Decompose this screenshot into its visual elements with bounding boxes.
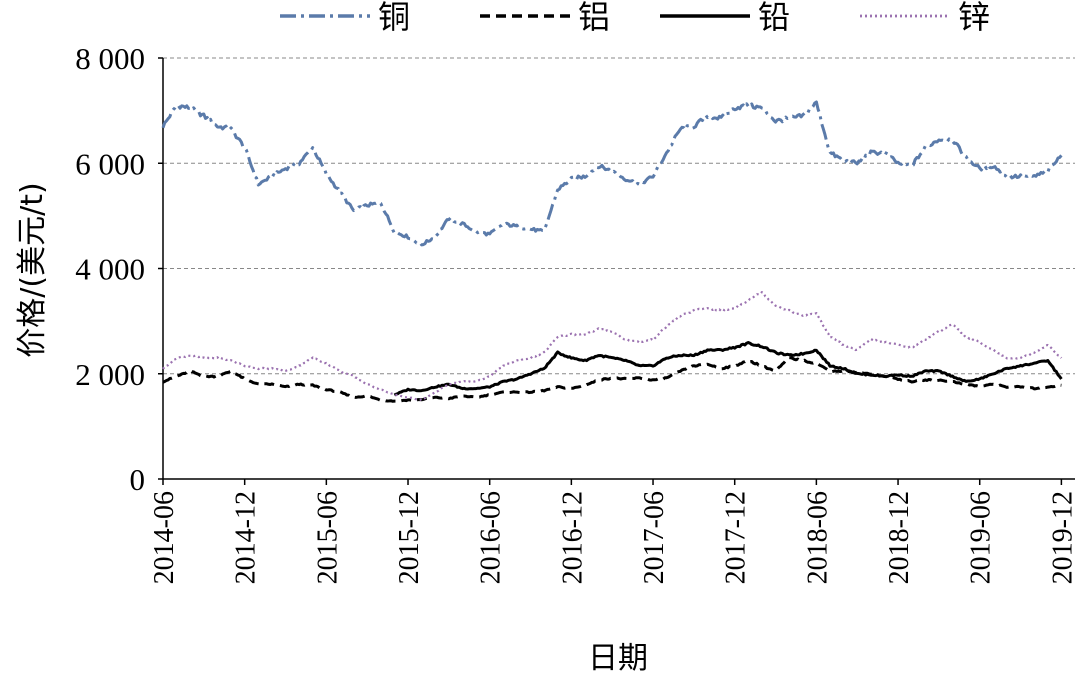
x-tick-label: 2017-06 xyxy=(639,491,670,584)
series-line-1 xyxy=(162,356,1062,403)
legend-label-2: 铅 xyxy=(758,0,790,36)
x-tick-label: 2018-06 xyxy=(802,491,833,584)
x-tick-label: 2019-06 xyxy=(966,491,997,584)
y-axis-label: 价格/(美元/t) xyxy=(15,182,50,357)
series-layer xyxy=(161,100,1063,403)
legend-label-3: 锌 xyxy=(958,0,990,36)
x-tick-label: 2016-12 xyxy=(557,491,588,584)
x-tick-label: 2015-06 xyxy=(312,491,343,584)
y-tick-label: 6 000 xyxy=(75,146,145,181)
y-tick-label: 0 xyxy=(130,462,146,497)
x-tick-label: 2017-12 xyxy=(721,491,752,584)
x-tick-label: 2014-06 xyxy=(149,491,180,584)
x-tick-label: 2019-12 xyxy=(1047,491,1078,584)
legend-label-0: 铜 xyxy=(378,0,410,36)
x-tick-label: 2016-06 xyxy=(476,491,507,584)
grid-layer xyxy=(163,57,1075,375)
legend: 铜铝铅锌 xyxy=(280,0,990,36)
series-line-0 xyxy=(161,100,1063,247)
y-tick-label: 2 000 xyxy=(75,357,145,392)
x-tick-label: 2018-12 xyxy=(884,491,915,584)
legend-label-1: 铝 xyxy=(578,0,610,36)
y-tick-label: 8 000 xyxy=(75,41,145,76)
y-tick-label: 4 000 xyxy=(75,252,145,287)
x-tick-label: 2014-12 xyxy=(231,491,262,584)
series-line-3 xyxy=(162,291,1063,402)
series-line-2 xyxy=(393,341,1063,397)
x-axis-label: 日期 xyxy=(588,641,648,676)
x-tick-label: 2015-12 xyxy=(394,491,425,584)
axis-layer: 0 2 000 4 000 6 000 8 000 2014-06 2014-12 2015-… xyxy=(75,41,1078,584)
